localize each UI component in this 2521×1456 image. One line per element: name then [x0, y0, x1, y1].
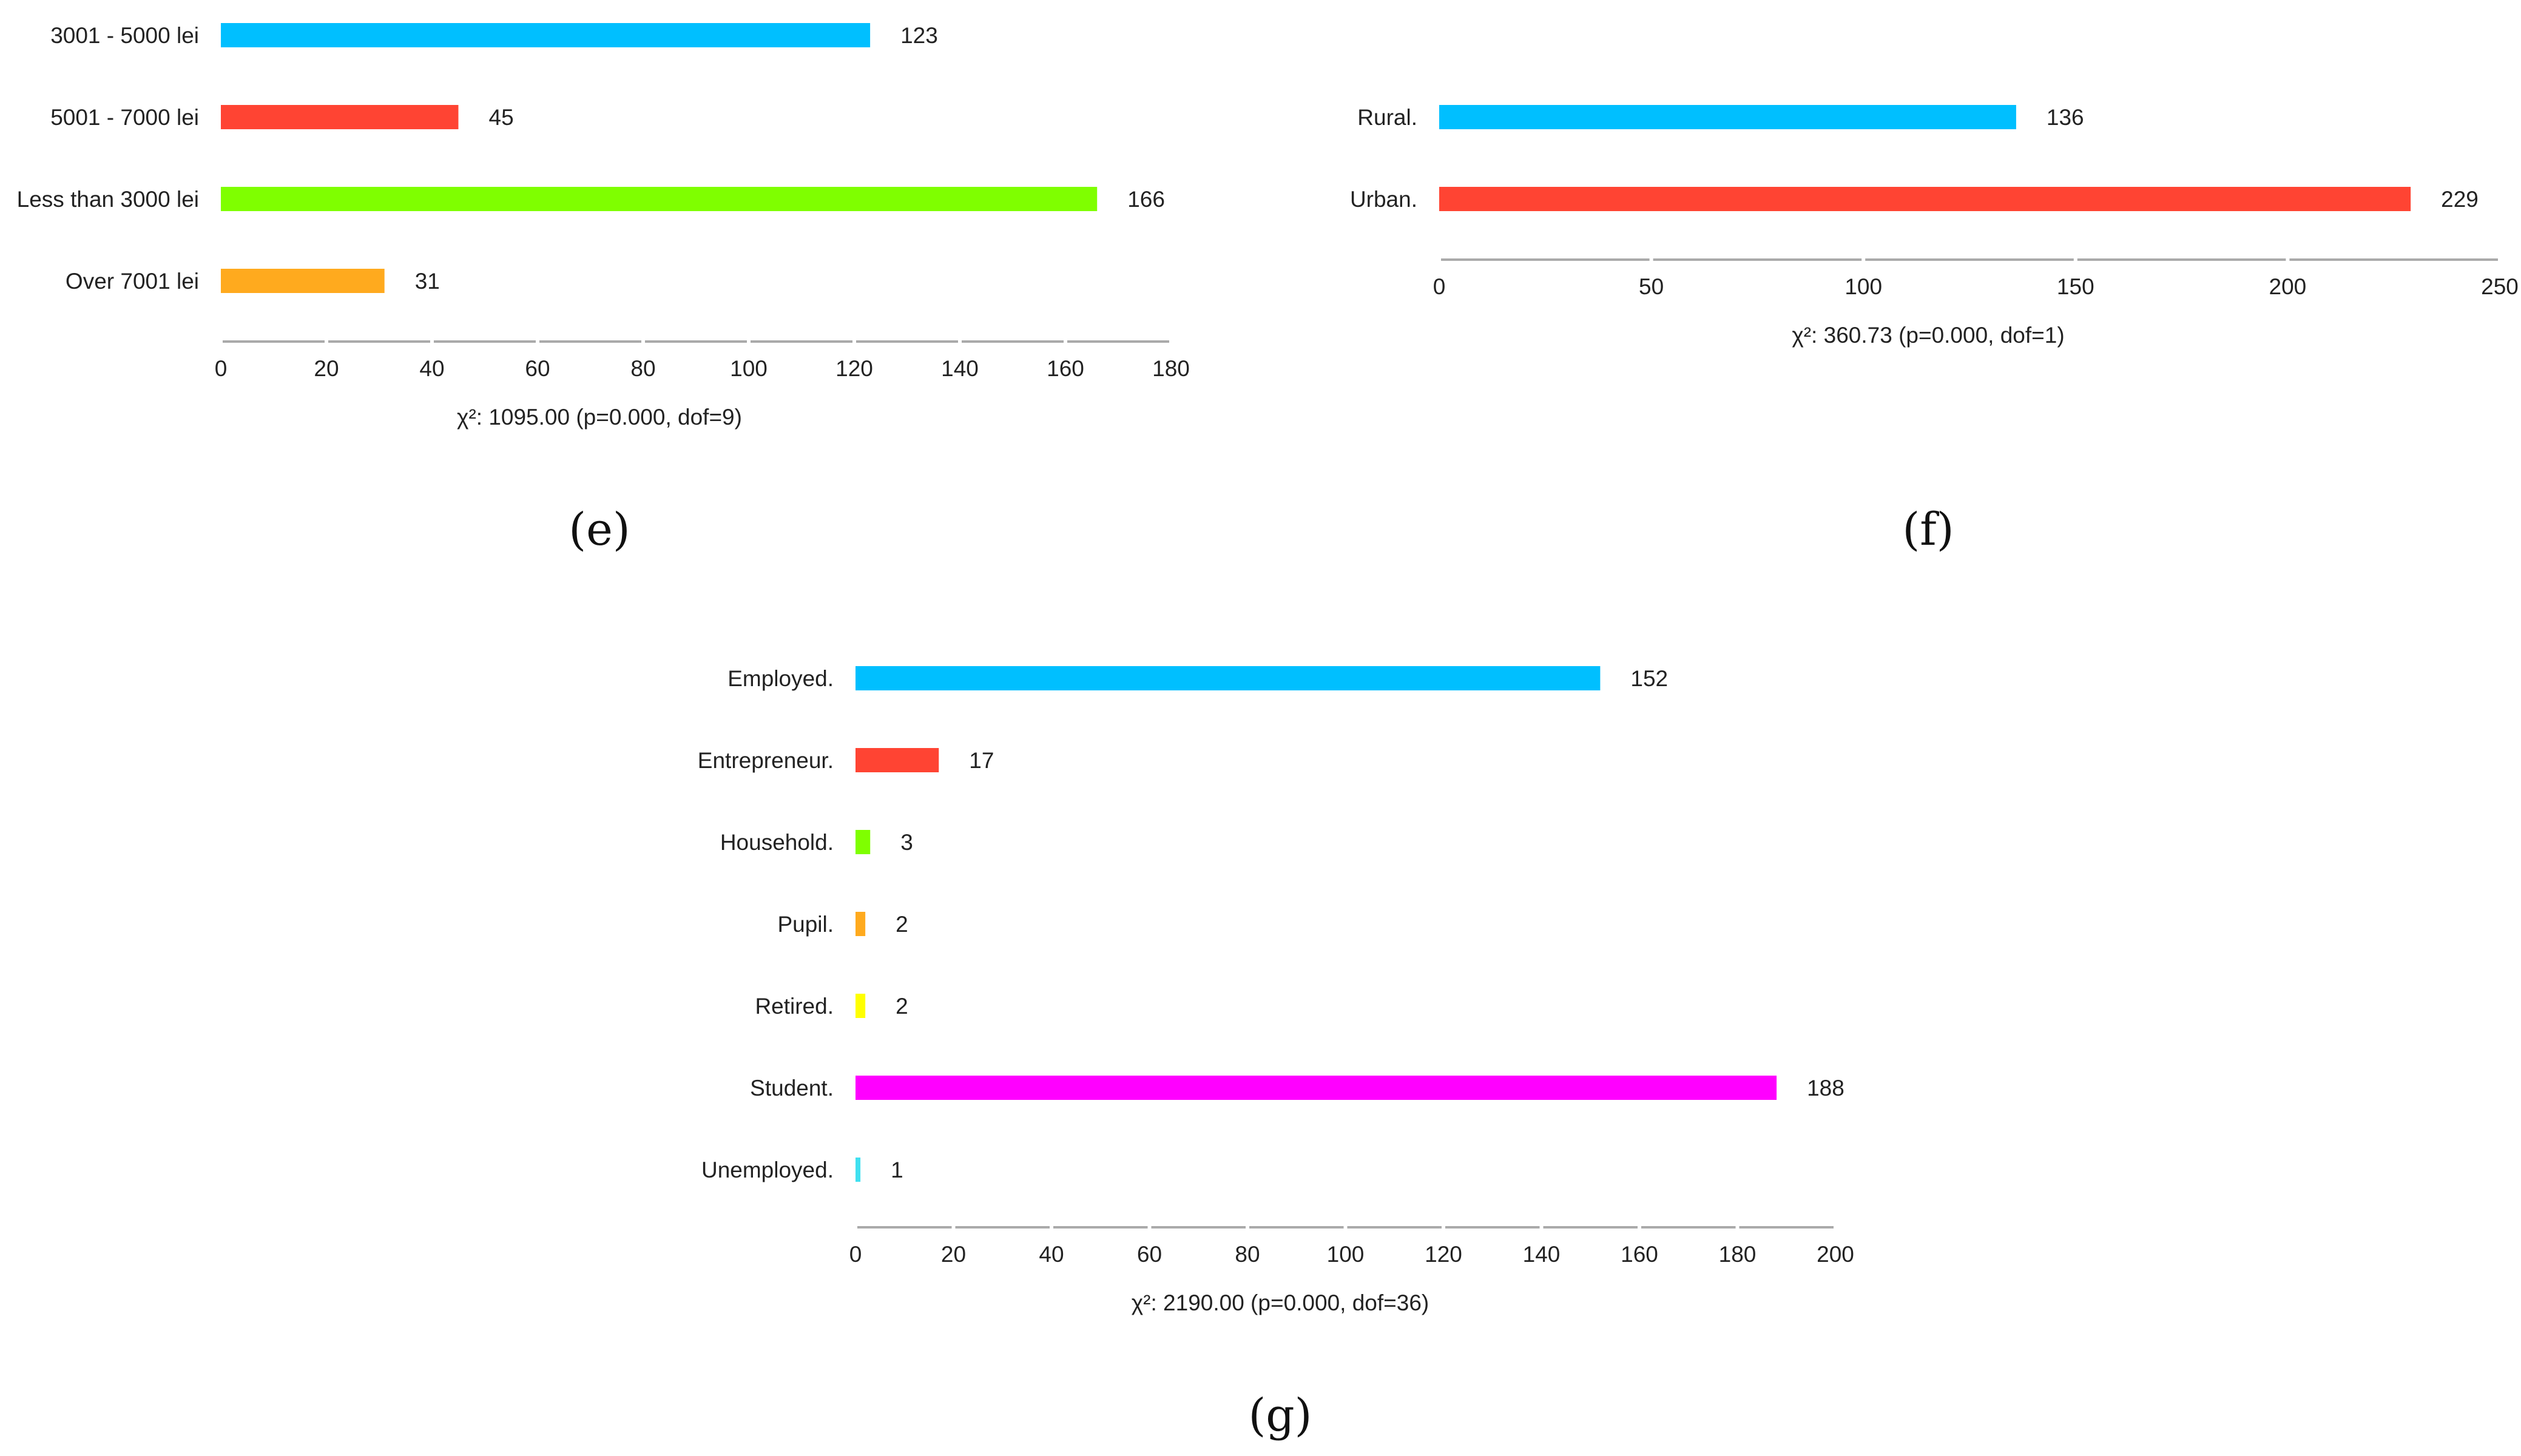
bar [1439, 187, 2411, 211]
category-label: 5001 - 7000 lei [50, 105, 199, 130]
tick-label: 180 [1719, 1242, 1757, 1267]
category-label: Rural. [1357, 105, 1417, 130]
bar [221, 105, 459, 129]
tick-label: 20 [314, 356, 339, 381]
tick-label: 50 [1639, 274, 1664, 299]
tick-label: 160 [1621, 1242, 1658, 1267]
panel-label-f: (f) [1902, 504, 1954, 556]
chart-occupation: Employed. 152 Entrepreneur. 17 Household. 3 Pu… [698, 666, 1854, 1315]
bar [856, 1076, 1777, 1100]
bar [856, 830, 871, 854]
panel-label-g: (g) [1248, 1389, 1312, 1441]
bar [1439, 105, 2016, 129]
bar [856, 748, 939, 772]
category-label: Pupil. [777, 912, 834, 937]
chi-square-stat: χ²: 360.73 (p=0.000, dof=1) [1792, 323, 2064, 348]
bar [221, 269, 385, 293]
tick-label: 100 [1327, 1242, 1365, 1267]
tick-label: 160 [1047, 356, 1084, 381]
tick-label: 0 [1433, 274, 1446, 299]
value-label: 188 [1807, 1076, 1844, 1100]
tick-label: 0 [849, 1242, 862, 1267]
tick-label: 180 [1152, 356, 1190, 381]
bar [856, 994, 866, 1018]
value-label: 166 [1127, 187, 1165, 212]
value-label: 3 [900, 830, 913, 855]
category-label: Retired. [755, 994, 834, 1019]
tick-label: 200 [2269, 274, 2307, 299]
category-label: Urban. [1350, 187, 1417, 212]
bar [856, 1158, 861, 1182]
category-label: 3001 - 5000 lei [50, 23, 199, 48]
category-label: Employed. [727, 666, 834, 691]
bar [856, 666, 1601, 690]
tick-label: 250 [2481, 274, 2519, 299]
category-label: Over 7001 lei [66, 269, 199, 294]
tick-label: 100 [730, 356, 768, 381]
value-label: 2 [896, 994, 908, 1019]
category-label: Student. [750, 1076, 834, 1100]
value-label: 152 [1630, 666, 1668, 691]
tick-label: 40 [1039, 1242, 1064, 1267]
tick-label: 80 [630, 356, 655, 381]
tick-label: 120 [835, 356, 873, 381]
tick-label: 150 [2057, 274, 2094, 299]
value-label: 17 [969, 748, 994, 773]
chi-square-stat: χ²: 2190.00 (p=0.000, dof=36) [1132, 1290, 1429, 1315]
value-label: 136 [2047, 105, 2084, 130]
bar [221, 187, 1098, 211]
value-label: 229 [2441, 187, 2479, 212]
tick-label: 140 [941, 356, 979, 381]
chi-square-stat: χ²: 1095.00 (p=0.000, dof=9) [457, 405, 742, 430]
value-label: 2 [896, 912, 908, 937]
tick-label: 120 [1425, 1242, 1462, 1267]
tick-label: 100 [1844, 274, 1882, 299]
value-label: 123 [900, 23, 938, 48]
bar [856, 912, 866, 936]
category-label: Less than 3000 lei [17, 187, 199, 212]
value-label: 45 [489, 105, 514, 130]
panel-label-e: (e) [569, 504, 630, 556]
category-label: Household. [720, 830, 834, 855]
tick-label: 140 [1523, 1242, 1561, 1267]
tick-label: 60 [1137, 1242, 1162, 1267]
chart-residence: Rural. 136 Urban. 229 0 50 100 150 200 250 χ²: 360… [1350, 105, 2519, 348]
tick-label: 80 [1235, 1242, 1260, 1267]
tick-label: 0 [215, 356, 228, 381]
value-label: 1 [891, 1158, 903, 1182]
tick-label: 40 [419, 356, 444, 381]
category-label: Unemployed. [701, 1158, 834, 1182]
chart-income: 3001 - 5000 lei 123 5001 - 7000 lei 45 Less … [17, 23, 1190, 430]
bar [221, 23, 871, 47]
value-label: 31 [415, 269, 440, 294]
tick-label: 20 [941, 1242, 966, 1267]
tick-label: 60 [525, 356, 550, 381]
tick-label: 200 [1817, 1242, 1854, 1267]
category-label: Entrepreneur. [698, 748, 834, 773]
